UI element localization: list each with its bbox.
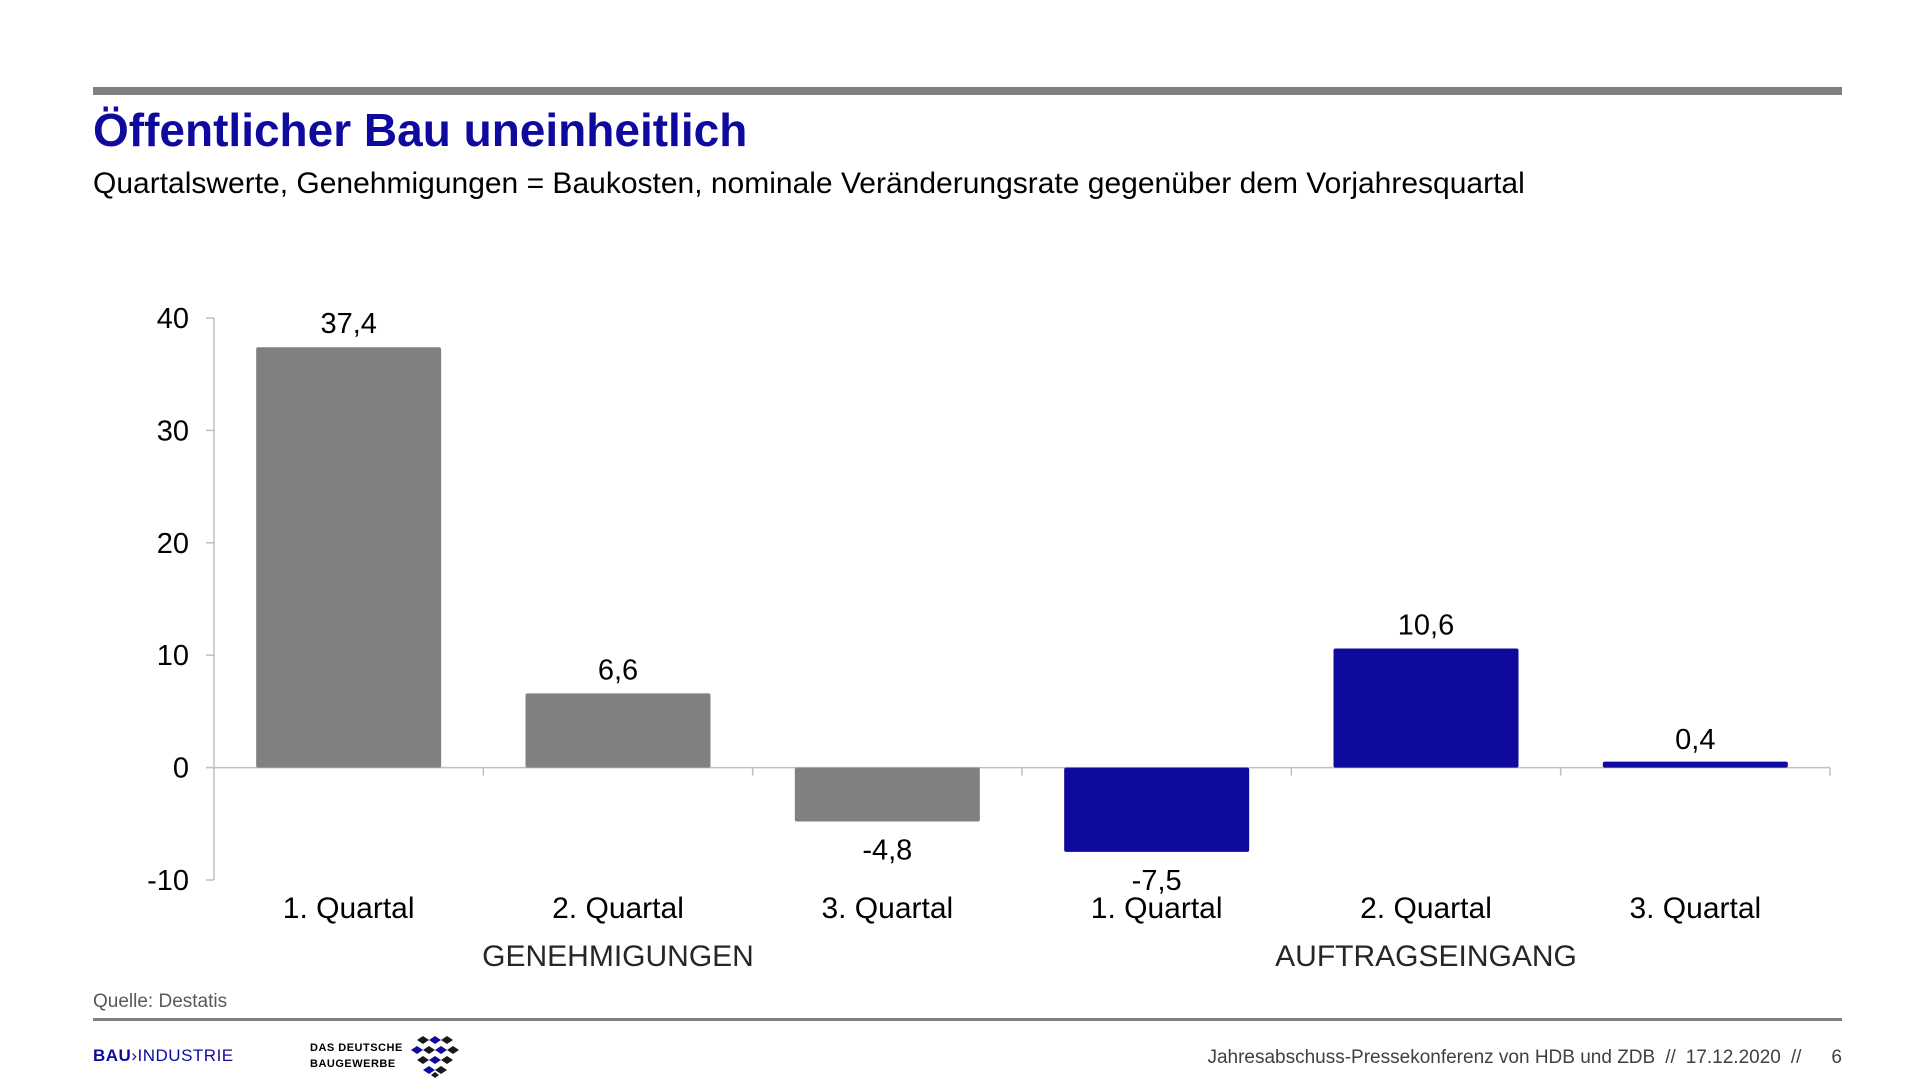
y-tick-label: 0 bbox=[173, 753, 189, 785]
y-tick-label: 30 bbox=[157, 415, 189, 447]
bar bbox=[794, 767, 980, 822]
y-tick-label: -10 bbox=[147, 865, 189, 897]
source-note: Quelle: Destatis bbox=[93, 991, 228, 1012]
top-rule bbox=[93, 87, 1842, 95]
page-number: 6 bbox=[1831, 1047, 1842, 1068]
footer-event: Jahresabschuss-Pressekonferenz von HDB u… bbox=[1207, 1047, 1656, 1068]
data-label: -4,8 bbox=[862, 835, 912, 867]
footer-date: 17.12.2020 bbox=[1685, 1047, 1781, 1068]
bar bbox=[256, 347, 442, 768]
group-label: AUFTRAGSEINGANG bbox=[1275, 940, 1577, 973]
x-tick-label: 3. Quartal bbox=[1629, 892, 1761, 925]
bar bbox=[1602, 761, 1788, 768]
data-label: 6,6 bbox=[598, 654, 638, 686]
x-tick-label: 1. Quartal bbox=[1091, 892, 1223, 925]
zdb-logo: DAS DEUTSCHE BAUGEWERBE bbox=[310, 1034, 461, 1078]
footer-separator: // bbox=[1665, 1047, 1676, 1068]
bar bbox=[1064, 767, 1250, 852]
bauindustrie-logo-bau: BAU bbox=[93, 1046, 132, 1065]
zdb-logo-text: DAS DEUTSCHE BAUGEWERBE bbox=[310, 1040, 403, 1072]
data-label: -7,5 bbox=[1132, 865, 1182, 897]
bauindustrie-logo-industrie: INDUSTRIE bbox=[137, 1046, 234, 1065]
zdb-logo-line2: BAUGEWERBE bbox=[310, 1058, 396, 1070]
bauindustrie-logo-chevron-icon: › bbox=[131, 1046, 138, 1065]
data-label: 0,4 bbox=[1675, 724, 1715, 756]
data-label: 10,6 bbox=[1398, 609, 1454, 641]
y-tick-label: 40 bbox=[157, 303, 189, 335]
page-subtitle: Quartalswerte, Genehmigungen = Baukosten… bbox=[93, 167, 1525, 200]
bar bbox=[1333, 648, 1519, 768]
footer-separator: // bbox=[1790, 1047, 1802, 1068]
bar bbox=[525, 693, 711, 768]
x-tick-label: 3. Quartal bbox=[821, 892, 953, 925]
x-tick-label: 1. Quartal bbox=[283, 892, 415, 925]
x-tick-label: 2. Quartal bbox=[1360, 892, 1492, 925]
zdb-logo-line1: DAS DEUTSCHE bbox=[310, 1042, 403, 1054]
cube-mark-icon bbox=[410, 1036, 459, 1078]
footer: Jahresabschuss-Pressekonferenz von HDB u… bbox=[1207, 1047, 1842, 1069]
y-tick-label: 10 bbox=[157, 640, 189, 672]
group-label: GENEHMIGUNGEN bbox=[482, 940, 754, 973]
data-label: 37,4 bbox=[320, 308, 376, 340]
page-title: Öffentlicher Bau uneinheitlich bbox=[93, 104, 748, 156]
y-tick-label: 20 bbox=[157, 528, 189, 560]
bottom-rule bbox=[93, 1018, 1842, 1021]
bauindustrie-logo: BAU›INDUSTRIE bbox=[93, 1046, 234, 1066]
x-tick-label: 2. Quartal bbox=[552, 892, 684, 925]
